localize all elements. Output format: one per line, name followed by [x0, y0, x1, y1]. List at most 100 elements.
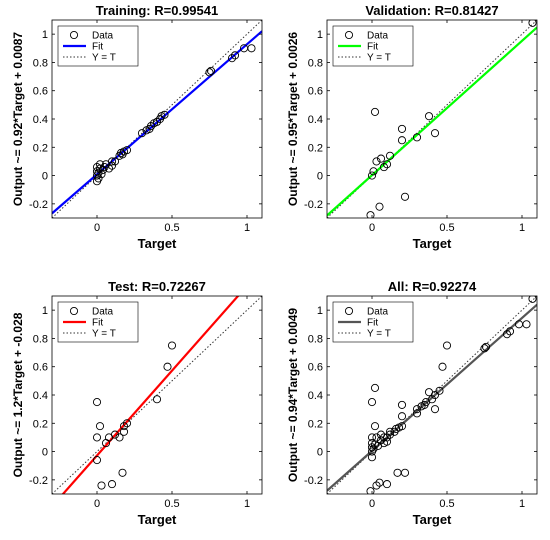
y-tick-label: 0 — [317, 447, 323, 459]
data-point — [397, 422, 407, 431]
data-point — [480, 344, 489, 353]
y-tick-label: 0 — [42, 447, 48, 459]
y-tick-label: 0.6 — [308, 362, 323, 374]
legend-data-marker — [344, 30, 354, 40]
y-tick-label: 0.4 — [308, 114, 323, 126]
data-point — [376, 154, 386, 163]
plot-content — [327, 296, 537, 494]
data-point — [370, 422, 380, 431]
data-point — [502, 330, 512, 339]
data-point — [160, 110, 169, 119]
data-point — [382, 437, 392, 446]
data-point — [94, 174, 103, 183]
x-axis-label: Target — [138, 512, 177, 527]
legend-label: Y = T — [367, 53, 391, 64]
y-tick-label: -0.2 — [29, 199, 48, 211]
x-tick-label: 0 — [94, 222, 100, 234]
data-point — [95, 422, 105, 431]
data-point — [367, 398, 377, 407]
legend-label: Data — [367, 307, 389, 318]
y-tick-label: 0.4 — [33, 390, 48, 402]
data-point — [366, 487, 375, 494]
data-point — [107, 480, 117, 489]
y-tick-label: 0.8 — [308, 57, 323, 69]
legend-data-marker — [344, 306, 354, 316]
data-point — [481, 342, 491, 351]
data-point — [247, 44, 256, 53]
data-point — [137, 129, 147, 138]
identity-line — [327, 20, 537, 218]
data-point — [206, 66, 216, 75]
y-tick-label: 0.6 — [33, 362, 48, 374]
chart-title: All: R=0.92274 — [388, 279, 477, 294]
data-point — [97, 170, 106, 179]
data-point — [367, 433, 377, 442]
data-point — [230, 51, 240, 60]
y-tick-label: 0 — [42, 171, 48, 183]
data-point — [115, 433, 124, 442]
data-point — [372, 157, 381, 166]
legend-label: Y = T — [367, 329, 391, 340]
y-tick-label: -0.2 — [304, 475, 323, 487]
data-point — [528, 20, 537, 27]
data-point — [412, 133, 422, 142]
legend-label: Fit — [367, 42, 378, 53]
x-tick-label: 1 — [244, 498, 250, 510]
data-point — [107, 161, 117, 170]
data-point — [370, 107, 380, 116]
data-point — [92, 398, 102, 407]
y-tick-label: 0.4 — [33, 114, 48, 126]
chart-panel-2: 0 0.5 1 -0.2 0 0.2 0.4 0.6 0.8 1 Validation: R=0.8… — [286, 3, 538, 251]
y-axis-label: Output ~= 0.94*Target + 0.0049 — [286, 308, 300, 483]
data-point — [430, 405, 440, 414]
x-tick-label: 0.5 — [164, 498, 179, 510]
chart-title: Test: R=0.72267 — [108, 279, 206, 294]
data-point — [397, 136, 407, 145]
data-point — [163, 362, 172, 371]
data-point — [205, 68, 214, 77]
y-tick-label: 0.2 — [33, 418, 48, 430]
data-point — [97, 481, 106, 490]
y-tick-label: 0.8 — [33, 57, 48, 69]
plot-content — [327, 20, 537, 218]
data-point — [370, 383, 380, 392]
chart-panel-1: 0 0.5 1 -0.2 0 0.2 0.4 0.6 0.8 1 Training: R=0.995… — [11, 3, 263, 251]
legend-label: Fit — [92, 42, 103, 53]
legend-label: Data — [92, 31, 114, 42]
x-tick-label: 0 — [369, 222, 375, 234]
y-tick-label: 1 — [317, 305, 323, 317]
x-axis-label: Target — [138, 236, 177, 251]
x-tick-label: 1 — [519, 222, 525, 234]
data-point — [367, 443, 377, 452]
data-point — [438, 362, 447, 371]
data-point — [367, 453, 377, 462]
x-tick-label: 0 — [94, 498, 100, 510]
data-point — [412, 405, 422, 414]
data-point — [122, 419, 132, 428]
y-tick-label: 0.4 — [308, 390, 323, 402]
chart-title: Training: R=0.99541 — [96, 3, 218, 18]
y-tick-label: 0.8 — [33, 333, 48, 345]
y-axis-label: Output ~= 0.95*Target + 0.0026 — [286, 32, 300, 207]
y-tick-label: 1 — [42, 29, 48, 41]
legend-label: Y = T — [92, 53, 116, 64]
y-tick-label: 0.2 — [33, 142, 48, 154]
data-point — [152, 117, 162, 126]
data-point — [400, 192, 410, 201]
fit-line — [327, 26, 537, 217]
x-tick-label: 1 — [519, 498, 525, 510]
x-axis-label: Target — [413, 512, 452, 527]
chart-panel-3: 0 0.5 1 -0.2 0 0.2 0.4 0.6 0.8 1 Test: R=0.72267 Ta… — [11, 279, 263, 527]
data-point — [146, 122, 156, 131]
data-point — [152, 395, 162, 404]
legend-label: Data — [92, 307, 114, 318]
y-tick-label: 0.8 — [308, 333, 323, 345]
data-point — [110, 157, 120, 166]
data-point — [397, 412, 407, 421]
x-tick-label: 0.5 — [164, 222, 179, 234]
legend-data-marker — [69, 306, 79, 316]
